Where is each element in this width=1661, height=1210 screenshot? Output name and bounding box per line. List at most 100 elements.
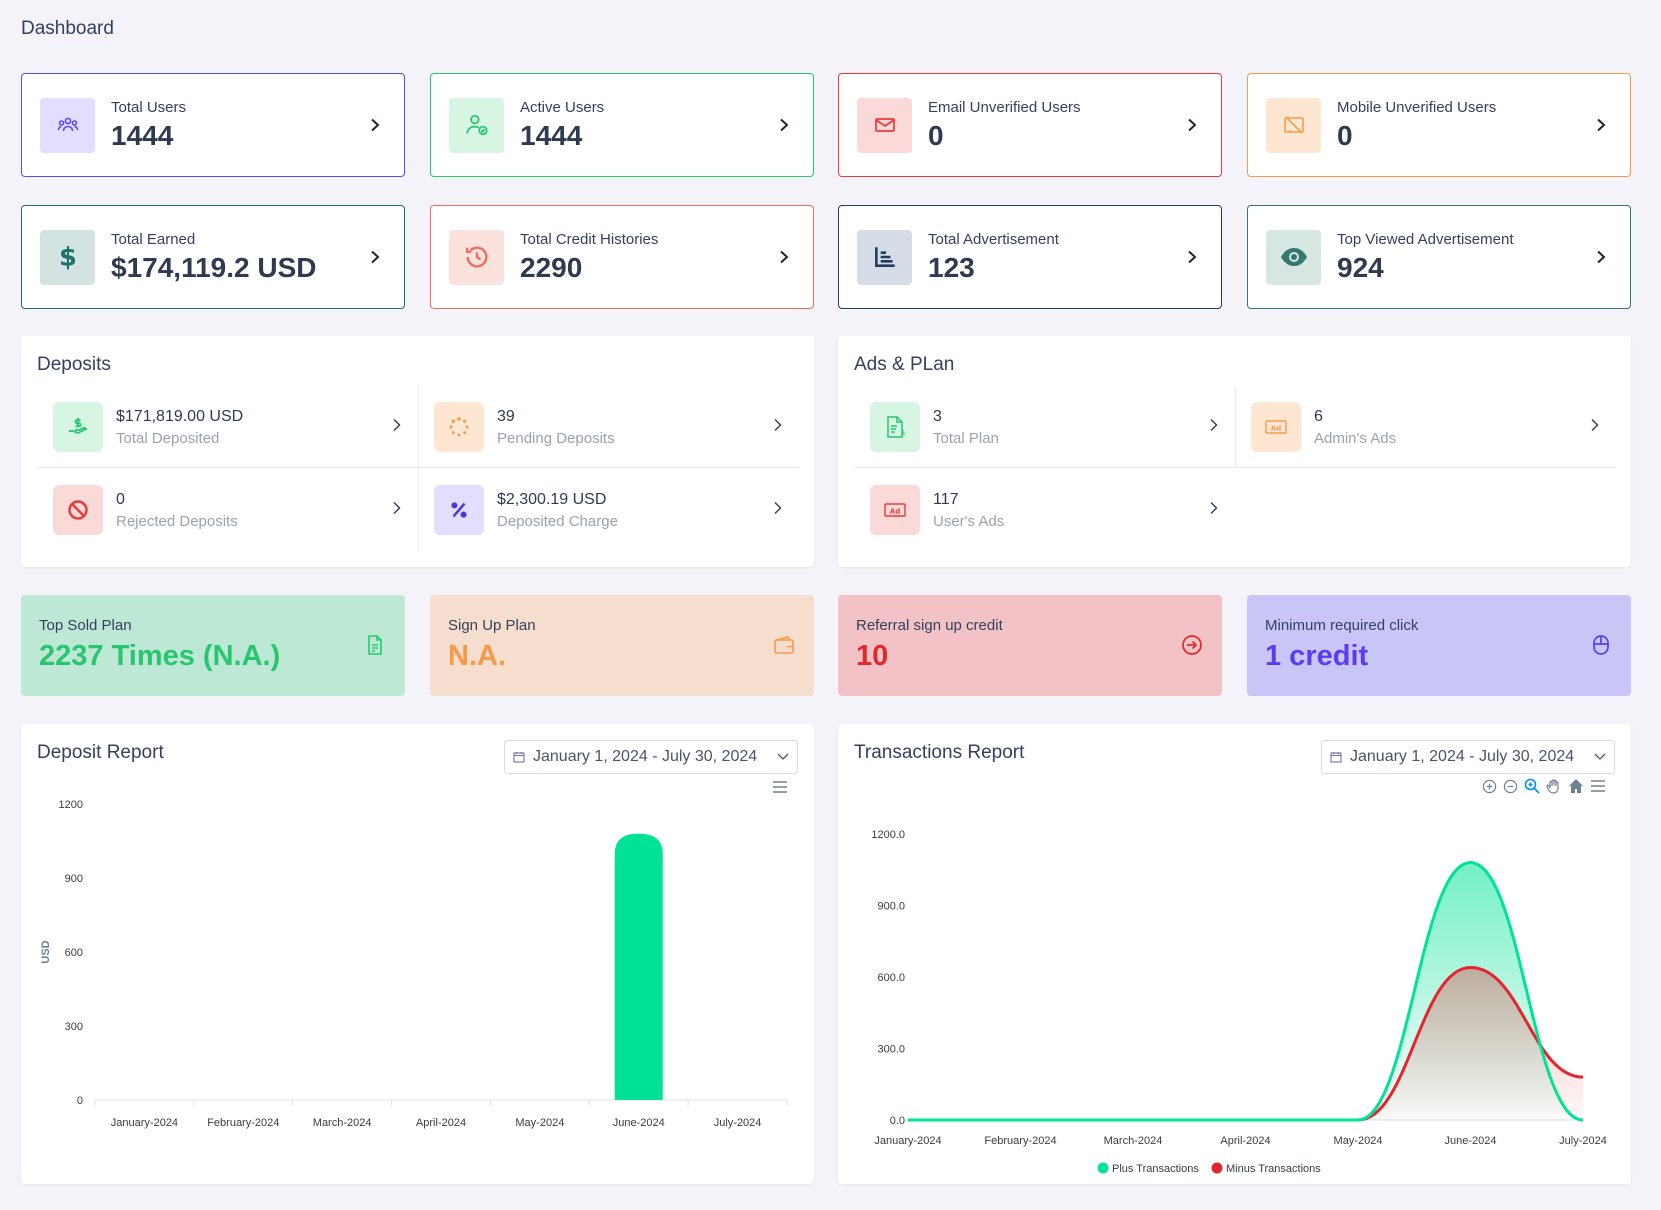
widget-credit-histories[interactable]: Total Credit Histories 2290 [430, 205, 814, 309]
chevron-right-icon[interactable] [364, 114, 386, 136]
chevron-right-icon[interactable] [773, 418, 783, 437]
widget-mobile-unverified[interactable]: Mobile Unverified Users 0 [1247, 73, 1631, 177]
transactions-chart: 0.0 300.0 600.0 900.0 1200.0 January-2024 Febr… [871, 829, 1607, 1175]
stat-label: User's Ads [933, 512, 1005, 530]
x-tick-label: May-2024 [1334, 1135, 1383, 1147]
widget-label: Total Credit Histories [520, 230, 659, 248]
stat-label: Total Deposited [116, 429, 220, 447]
chevron-down-icon [777, 753, 789, 760]
stat-users-ads[interactable]: Ad 117 User's Ads [854, 469, 1235, 551]
widget-top-viewed-ad[interactable]: Top Viewed Advertisement 924 [1247, 205, 1631, 309]
login-circle-icon [1182, 635, 1202, 655]
x-tick-label: June-2024 [613, 1117, 665, 1129]
widget-value: 1444 [111, 119, 174, 151]
info-label: Sign Up Plan [448, 617, 536, 634]
stat-deposited-charge[interactable]: $2,300.19 USD Deposited Charge [418, 469, 799, 551]
zoom-out-icon[interactable] [1503, 779, 1518, 794]
spinner-icon [434, 402, 484, 452]
chevron-right-icon[interactable] [1181, 114, 1203, 136]
x-tick-label: July-2024 [714, 1117, 762, 1129]
chart-menu-icon[interactable] [772, 781, 788, 793]
info-value: N.A. [448, 640, 506, 672]
x-tick-label: January-2024 [874, 1135, 941, 1147]
widget-label: Active Users [520, 98, 605, 116]
chart-toolbar [1482, 778, 1606, 794]
info-label: Minimum required click [1265, 617, 1419, 634]
stat-value: 117 [933, 490, 959, 508]
deposit-date-range-picker[interactable]: January 1, 2024 - July 30, 2024 [504, 740, 798, 774]
home-reset-icon[interactable] [1568, 778, 1584, 794]
stat-label: Deposited Charge [497, 512, 618, 530]
widget-active-users[interactable]: Active Users 1444 [430, 73, 814, 177]
svg-text:$: $ [901, 429, 905, 437]
info-value: 1 credit [1265, 640, 1369, 672]
eye-icon [1266, 229, 1321, 285]
wallet-icon [774, 636, 794, 654]
chevron-right-icon[interactable] [773, 246, 795, 268]
info-referral-credit: Referral sign up credit 10 [838, 595, 1222, 696]
x-tick-label: February-2024 [207, 1117, 279, 1129]
x-tick-label: April-2024 [1220, 1135, 1270, 1147]
widget-value: 2290 [520, 251, 583, 283]
stat-rejected-deposits[interactable]: 0 Rejected Deposits [37, 469, 418, 551]
stat-label: Admin's Ads [1314, 429, 1397, 447]
x-tick-label: March-2024 [1104, 1135, 1163, 1147]
user-check-icon [449, 97, 504, 153]
widget-total-earned[interactable]: $ Total Earned $174,119.2 USD [21, 205, 405, 309]
chevron-right-icon[interactable] [392, 501, 402, 520]
widget-label: Total Earned [111, 230, 196, 248]
widget-value: 924 [1337, 251, 1384, 283]
mobile-off-icon [1266, 97, 1321, 153]
stat-total-plan[interactable]: $ 3 Total Plan [854, 386, 1235, 468]
stat-pending-deposits[interactable]: 39 Pending Deposits [418, 386, 799, 468]
chevron-right-icon[interactable] [1209, 418, 1219, 437]
ads-plan-panel: Ads & PLan $ 3 Total Plan Ad 6 Admin's A… [838, 336, 1631, 567]
chevron-right-icon[interactable] [1181, 246, 1203, 268]
legend-marker [1097, 1162, 1109, 1174]
widget-total-users[interactable]: Total Users 1444 [21, 73, 405, 177]
x-tick-label: July-2024 [1559, 1135, 1607, 1147]
chevron-right-icon[interactable] [773, 501, 783, 520]
ban-icon [53, 485, 103, 535]
y-axis-label: USD [40, 940, 52, 963]
zoom-in-icon[interactable] [1482, 779, 1497, 794]
svg-text:$: $ [59, 243, 77, 272]
pan-hand-icon[interactable] [1546, 778, 1562, 794]
y-tick-label: 900 [65, 873, 83, 885]
chevron-right-icon[interactable] [392, 418, 402, 437]
chevron-right-icon[interactable] [364, 246, 386, 268]
info-label: Top Sold Plan [39, 617, 132, 634]
widget-value: 0 [928, 119, 944, 151]
ad-badge-icon: Ad [1251, 402, 1301, 452]
chevron-right-icon[interactable] [1590, 418, 1600, 437]
history-icon [449, 229, 504, 285]
stat-value: 39 [497, 407, 515, 425]
widget-label: Email Unverified Users [928, 98, 1081, 116]
widget-email-unverified[interactable]: Email Unverified Users 0 [838, 73, 1222, 177]
stat-value: 0 [116, 490, 125, 508]
stat-admins-ads[interactable]: Ad 6 Admin's Ads [1235, 386, 1616, 468]
calendar-icon [513, 752, 525, 763]
x-tick-label: June-2024 [1445, 1135, 1497, 1147]
chevron-right-icon[interactable] [1590, 114, 1612, 136]
y-tick-label: 600 [65, 947, 83, 959]
chart-menu-icon[interactable] [1590, 780, 1606, 792]
chevron-right-icon[interactable] [1209, 501, 1219, 520]
x-tick-label: February-2024 [984, 1135, 1056, 1147]
chevron-down-icon [1594, 753, 1606, 760]
date-range-text: January 1, 2024 - July 30, 2024 [533, 748, 758, 765]
stat-total-deposited[interactable]: $171,819.00 USD Total Deposited [37, 386, 418, 468]
transactions-date-range-picker[interactable]: January 1, 2024 - July 30, 2024 [1321, 740, 1615, 774]
chart-legend: Plus Transactions Minus Transactions [1097, 1162, 1321, 1175]
y-tick-label: 0.0 [890, 1115, 905, 1127]
info-label: Referral sign up credit [856, 617, 1003, 634]
line-plus-transactions [908, 861, 1584, 1122]
widget-label: Top Viewed Advertisement [1337, 230, 1514, 248]
zoom-selection-icon[interactable] [1524, 778, 1540, 794]
chevron-right-icon[interactable] [1590, 246, 1612, 268]
widget-total-advertisement[interactable]: Total Advertisement 123 [838, 205, 1222, 309]
widget-value: 123 [928, 251, 975, 283]
chevron-right-icon[interactable] [773, 114, 795, 136]
stat-label: Pending Deposits [497, 429, 615, 447]
bar-list-icon [857, 229, 912, 285]
